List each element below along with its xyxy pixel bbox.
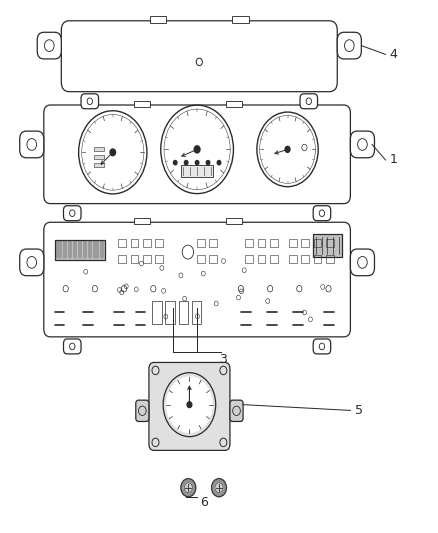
Circle shape xyxy=(187,402,192,408)
Bar xyxy=(118,255,126,263)
Bar xyxy=(94,163,103,167)
Circle shape xyxy=(184,160,188,165)
FancyBboxPatch shape xyxy=(37,33,61,59)
Text: 1: 1 xyxy=(390,154,398,166)
FancyBboxPatch shape xyxy=(337,33,361,59)
Circle shape xyxy=(110,149,116,156)
Bar xyxy=(131,239,138,247)
Circle shape xyxy=(195,160,199,165)
Circle shape xyxy=(215,483,223,492)
Bar xyxy=(152,301,162,324)
Text: 5: 5 xyxy=(355,404,363,417)
Bar xyxy=(301,255,309,263)
FancyBboxPatch shape xyxy=(20,131,44,158)
Bar xyxy=(289,255,297,263)
Bar xyxy=(314,255,321,263)
FancyBboxPatch shape xyxy=(61,21,337,92)
FancyBboxPatch shape xyxy=(64,339,81,354)
FancyBboxPatch shape xyxy=(44,222,350,337)
FancyBboxPatch shape xyxy=(44,105,350,204)
Bar xyxy=(192,301,201,324)
Circle shape xyxy=(184,483,192,492)
Text: 4: 4 xyxy=(390,48,398,61)
Bar xyxy=(155,255,163,263)
Bar xyxy=(258,239,265,247)
FancyBboxPatch shape xyxy=(64,206,81,221)
Bar xyxy=(134,218,150,224)
Bar xyxy=(209,255,217,263)
Bar xyxy=(134,101,150,107)
Bar xyxy=(143,239,151,247)
Bar xyxy=(179,301,188,324)
FancyBboxPatch shape xyxy=(230,400,243,422)
FancyBboxPatch shape xyxy=(149,362,230,450)
Bar xyxy=(270,239,278,247)
Bar xyxy=(149,17,166,23)
Circle shape xyxy=(166,376,212,433)
FancyBboxPatch shape xyxy=(313,339,331,354)
FancyBboxPatch shape xyxy=(313,206,331,221)
Bar xyxy=(314,239,321,247)
Bar xyxy=(181,165,213,177)
Bar xyxy=(131,255,138,263)
Bar xyxy=(143,255,151,263)
Bar xyxy=(226,218,242,224)
Bar xyxy=(289,239,297,247)
Bar xyxy=(209,239,217,247)
Text: 6: 6 xyxy=(200,496,208,508)
Bar xyxy=(245,255,253,263)
Bar xyxy=(326,255,334,263)
Bar xyxy=(233,17,249,23)
Circle shape xyxy=(217,160,221,165)
Bar xyxy=(313,235,342,257)
Bar xyxy=(326,239,334,247)
Bar xyxy=(226,101,242,107)
Circle shape xyxy=(212,479,226,497)
Bar xyxy=(197,239,205,247)
Bar xyxy=(94,147,103,151)
FancyBboxPatch shape xyxy=(81,94,99,109)
Bar xyxy=(155,239,163,247)
Circle shape xyxy=(173,160,177,165)
FancyBboxPatch shape xyxy=(136,400,149,422)
Bar xyxy=(258,255,265,263)
Bar xyxy=(245,239,253,247)
Text: 3: 3 xyxy=(219,353,227,366)
Bar xyxy=(55,240,105,260)
Bar xyxy=(118,239,126,247)
FancyBboxPatch shape xyxy=(350,249,374,276)
Bar xyxy=(301,239,309,247)
Bar xyxy=(197,255,205,263)
Bar xyxy=(94,155,103,159)
FancyBboxPatch shape xyxy=(20,249,44,276)
FancyBboxPatch shape xyxy=(300,94,318,109)
Bar xyxy=(270,255,278,263)
Circle shape xyxy=(285,147,290,152)
Circle shape xyxy=(181,479,196,497)
FancyBboxPatch shape xyxy=(350,131,374,158)
Bar xyxy=(165,301,175,324)
Circle shape xyxy=(194,146,200,153)
Circle shape xyxy=(206,160,210,165)
